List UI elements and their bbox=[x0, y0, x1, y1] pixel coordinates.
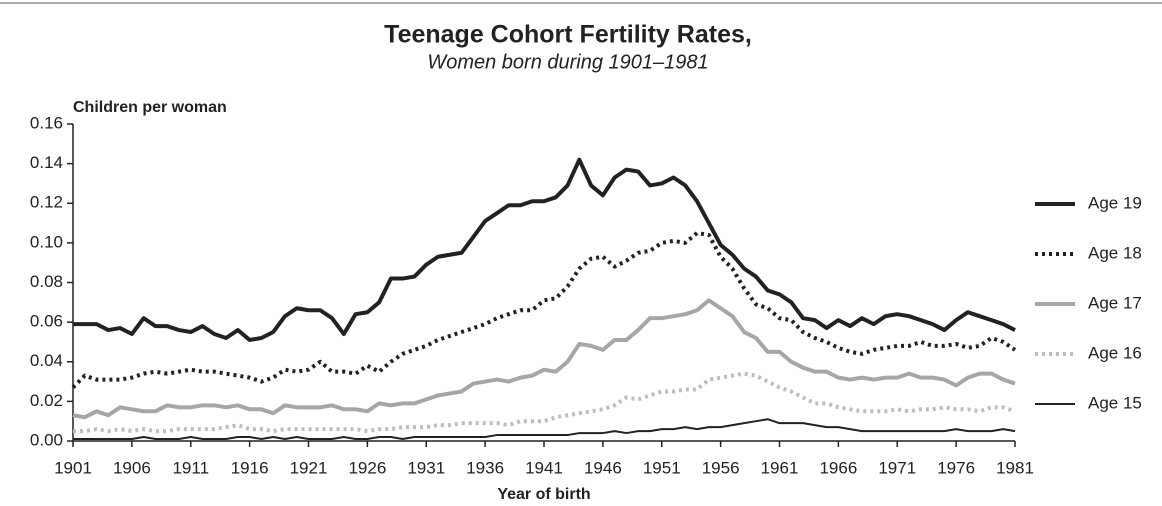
y-tick-label: 0.12 bbox=[30, 193, 63, 212]
legend-label: Age 15 bbox=[1088, 393, 1142, 412]
chart-title: Teenage Cohort Fertility Rates, bbox=[384, 21, 752, 49]
y-tick-label: 0.08 bbox=[30, 272, 63, 291]
y-axis-label: Children per woman bbox=[73, 99, 227, 116]
y-tick-label: 0.04 bbox=[30, 351, 63, 370]
x-tick-label: 1921 bbox=[290, 458, 328, 477]
chart-subtitle: Women born during 1901–1981 bbox=[427, 51, 708, 73]
x-tick-label: 1936 bbox=[466, 458, 504, 477]
series-line bbox=[73, 418, 1016, 441]
x-tick-label: 1961 bbox=[761, 458, 799, 477]
x-tick-label: 1951 bbox=[643, 458, 681, 477]
x-tick-label: 1946 bbox=[584, 458, 622, 477]
x-axis-label: Year of birth bbox=[497, 486, 590, 503]
series-line bbox=[73, 371, 1016, 434]
x-tick-label: 1916 bbox=[231, 458, 269, 477]
y-tick-label: 0.02 bbox=[30, 391, 63, 410]
x-tick-label: 1926 bbox=[348, 458, 386, 477]
legend-label: Age 17 bbox=[1088, 293, 1142, 312]
legend-label: Age 18 bbox=[1088, 243, 1142, 262]
series-line bbox=[71, 230, 1017, 389]
x-tick-label: 1901 bbox=[54, 458, 92, 477]
legend-label: Age 16 bbox=[1088, 343, 1142, 362]
x-tick-label: 1956 bbox=[702, 458, 740, 477]
y-tick-label: 0.00 bbox=[30, 430, 63, 449]
series-line bbox=[73, 157, 1016, 342]
x-tick-label: 1966 bbox=[819, 458, 857, 477]
x-tick-label: 1941 bbox=[525, 458, 563, 477]
x-tick-label: 1931 bbox=[407, 458, 445, 477]
x-tick-label: 1976 bbox=[937, 458, 975, 477]
series-line bbox=[72, 298, 1016, 420]
x-tick-label: 1981 bbox=[996, 458, 1034, 477]
legend-label: Age 19 bbox=[1088, 193, 1142, 212]
y-tick-label: 0.10 bbox=[30, 232, 63, 251]
y-tick-label: 0.14 bbox=[30, 153, 63, 172]
x-tick-label: 1911 bbox=[172, 458, 209, 477]
y-tick-label: 0.16 bbox=[30, 113, 63, 132]
y-tick-label: 0.06 bbox=[30, 312, 63, 331]
x-tick-label: 1906 bbox=[113, 458, 151, 477]
x-tick-label: 1971 bbox=[878, 458, 916, 477]
